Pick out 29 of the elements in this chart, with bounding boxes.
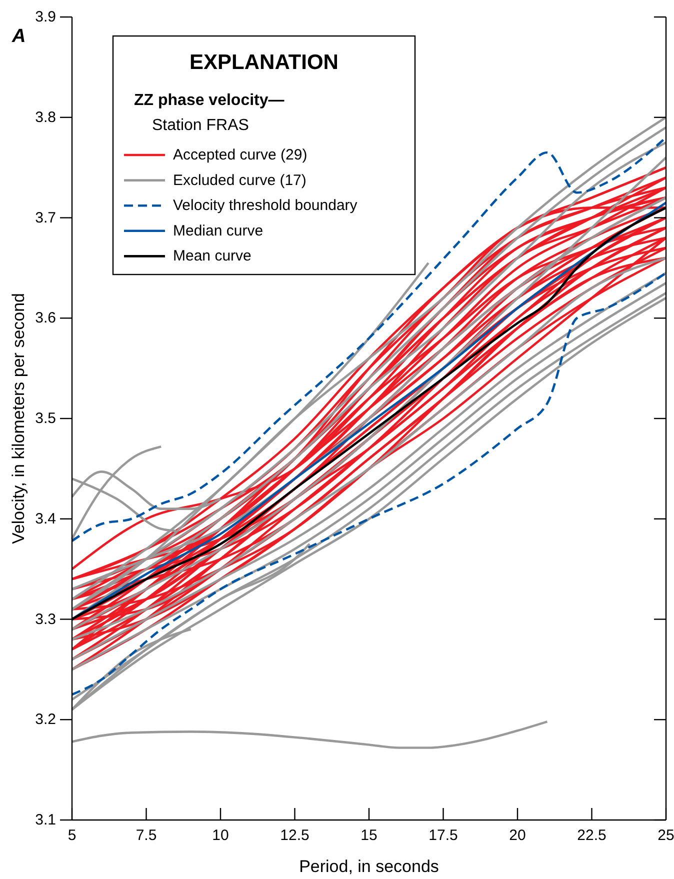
x-tick-label: 7.5 [136,827,157,844]
y-tick-label: 3.6 [35,310,56,327]
x-tick-label: 15 [360,827,378,844]
x-tick-label: 17.5 [428,827,458,844]
x-tick-label: 10 [212,827,229,844]
y-tick-label: 3.1 [35,812,56,828]
x-tick-label: 5 [68,827,76,844]
y-tick-label: 3.4 [35,510,56,528]
legend-label: Accepted curve (29) [173,146,308,164]
y-tick-label: 3.5 [35,410,56,427]
annotation: Station FRAS [152,117,249,134]
y-tick-label: 3.8 [35,108,56,126]
y-tick-label: 3.7 [35,209,56,226]
legend-label: Median curve [173,222,264,240]
x-axis-title: Period, in seconds [299,857,439,876]
x-tick-label: 12.5 [280,827,310,844]
y-tick-label: 3.3 [35,610,56,628]
text: A [11,26,26,47]
y-axis-title: Velocity, in kilometers per second [9,292,28,544]
legend-label: Velocity threshold boundary [173,197,358,214]
y-tick-label: 3.2 [35,711,56,728]
legend-label: Excluded curve (17) [173,172,306,189]
y-tick-label: 3.9 [35,8,56,26]
legend-label: Mean curve [173,248,252,265]
legend-title: EXPLANATION [190,51,338,74]
x-tick-label: 20 [509,827,526,844]
x-tick-label: 25 [658,827,674,844]
text: ZZ phase velocity— [134,92,284,109]
x-tick-label: 22.5 [577,827,606,844]
